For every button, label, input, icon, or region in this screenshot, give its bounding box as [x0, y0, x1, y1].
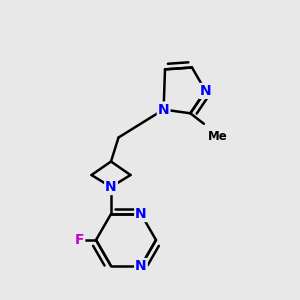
Text: N: N [135, 259, 147, 273]
Text: N: N [105, 180, 117, 194]
Text: F: F [75, 233, 84, 247]
Text: N: N [200, 84, 211, 98]
Text: Me: Me [208, 130, 228, 143]
Text: N: N [158, 103, 170, 116]
Text: N: N [135, 207, 147, 221]
